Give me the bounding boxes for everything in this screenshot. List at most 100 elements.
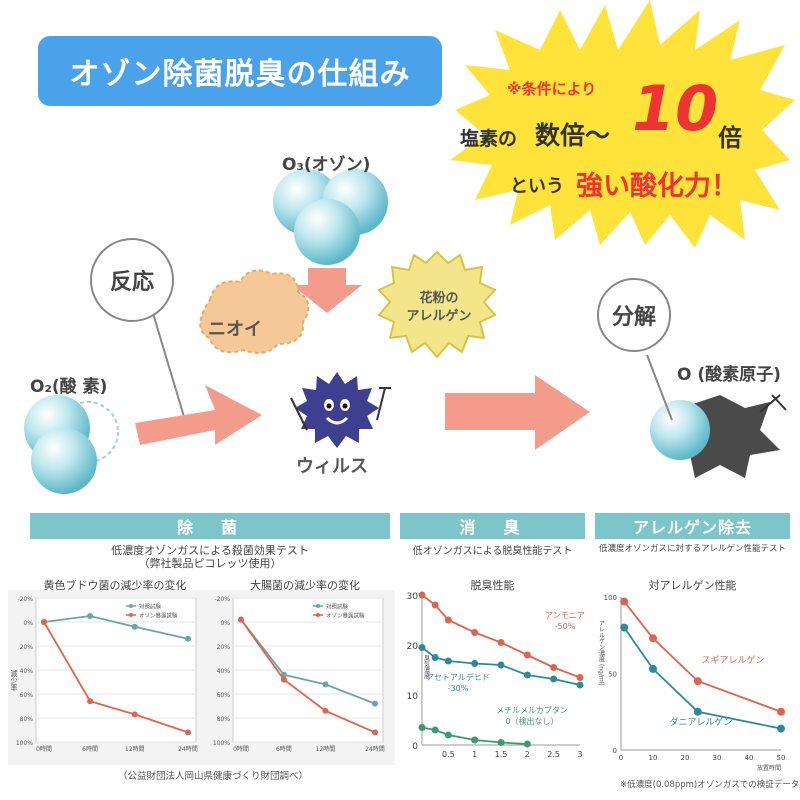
burst-line1a: 塩素の: [460, 128, 518, 150]
legend-marker: [316, 613, 320, 617]
y-axis-label: アレルゲン濃度 (ng/ml): [598, 620, 605, 686]
sterilize-header: 除 菌: [30, 513, 390, 539]
series-line: [623, 627, 782, 730]
chart2-title: 大腸菌の減少率の変化: [250, 579, 360, 592]
legend-marker: [316, 604, 320, 608]
y-tick-label: 50: [608, 671, 617, 679]
legend-label: オゾン暴露試験: [326, 612, 365, 620]
x-tick-label: 10: [649, 754, 658, 762]
data-point: [418, 644, 426, 651]
burst-shape: [450, 0, 795, 248]
data-point: [131, 711, 138, 718]
y-tick-label: -20%: [214, 596, 230, 603]
data-point: [431, 726, 439, 734]
y-tick-label: 30: [407, 592, 419, 602]
data-point: [185, 729, 191, 736]
burst-line1c: 倍: [718, 124, 742, 152]
series-label: アンモニア: [545, 611, 585, 620]
data-point: [471, 736, 479, 744]
x-tick-label: 0: [619, 754, 623, 762]
data-point: [497, 739, 505, 746]
down-arrow: [292, 268, 362, 313]
legend-marker: [129, 613, 133, 617]
series-note: 0（検出なし）: [505, 716, 558, 726]
series-line: [240, 619, 376, 705]
page-title: オゾン除菌脱臭の仕組み: [38, 36, 442, 106]
x-axis-label: 放置時間: [757, 764, 781, 772]
right-arrow-1: [135, 385, 262, 445]
data-point: [131, 623, 138, 630]
x-tick-label: 6時間: [82, 745, 98, 753]
virus-label: ウィルス: [296, 456, 368, 477]
y-tick-label: 60%: [20, 692, 34, 699]
odor-label: ニオイ: [208, 319, 262, 340]
allergen-header: アレルゲン除去: [595, 513, 790, 539]
data-point: [418, 591, 426, 599]
data-point: [777, 707, 785, 716]
x-tick-label: 20: [681, 754, 690, 762]
x-tick-label: 3: [577, 750, 582, 759]
y-tick-label: 20%: [217, 644, 231, 651]
virus-graphic: [290, 372, 391, 448]
data-point: [777, 724, 785, 733]
y-tick-label: -20%: [17, 596, 33, 603]
data-point: [444, 731, 452, 739]
burst-number: 10: [632, 72, 719, 145]
data-point: [444, 657, 452, 665]
data-point: [471, 660, 479, 667]
x-tick-label: 12時間: [316, 745, 336, 753]
legend-label: オゾン暴露試験: [139, 612, 178, 620]
chart1-title: 黄色ブドウ菌の減少率の変化: [43, 579, 187, 592]
chart3-title: 脱臭性能: [470, 579, 515, 592]
claim-burst: ※条件により 塩素の 数倍〜 10 倍 という 強い酸化力！: [440, 0, 800, 250]
pollen-blob: [377, 250, 497, 359]
data-point: [87, 698, 94, 705]
x-tick-label: 1.5: [495, 750, 508, 759]
y-axis-label: 臭気濃度: [423, 654, 430, 680]
y-tick-label: 10: [407, 692, 419, 702]
series-label: ダニアレルゲン: [669, 716, 732, 728]
ozone-label: O₃(オゾン): [282, 155, 371, 175]
data-point: [444, 616, 452, 624]
data-point: [550, 675, 558, 683]
y-tick-label: 80%: [217, 716, 231, 723]
x-tick-label: 0時間: [36, 745, 52, 753]
chart-deodor: 0 10 20 30 0.5 1 1.5 2 2.5 3 臭気濃度 アンモニア -50% アセトアルデヒド…: [407, 591, 585, 759]
data-point: [431, 601, 439, 609]
odor-cloud: [199, 269, 310, 354]
data-point: [322, 707, 329, 714]
data-point: [620, 597, 629, 606]
burst-line2b: 強い酸化力！: [576, 171, 738, 202]
atom-label: O (酸素原子): [677, 365, 781, 385]
data-point: [372, 700, 378, 707]
burst-line1b: 数倍〜: [535, 121, 611, 150]
data-point: [280, 676, 287, 683]
sterilize-subtitle: 低濃度オゾンガスによる殺菌効果テスト: [111, 544, 309, 557]
data-point: [431, 654, 439, 661]
x-tick-label: 6時間: [276, 745, 292, 753]
data-point: [550, 664, 558, 671]
y-tick-label: 40%: [217, 668, 231, 675]
allergen-footnote: ※低濃度(0.08ppm)オゾンガスでの検証データ: [620, 780, 800, 790]
x-tick-label: 12時間: [125, 745, 145, 753]
legend-marker: [129, 604, 133, 608]
x-tick-label: 24時間: [365, 745, 385, 753]
data-point: [497, 661, 505, 669]
x-tick-label: 2.5: [547, 750, 560, 759]
x-tick-label: 30: [713, 754, 722, 762]
y-tick-label: 100%: [213, 740, 230, 747]
burst-note: ※条件により: [507, 80, 597, 98]
sterilize-source: （公益財団法人岡山県健康づくり財団調べ）: [118, 771, 309, 782]
data-point: [497, 639, 505, 646]
chart-staph: -20% 0% 20% 40% 60% 80% 100%0時間 6時間 12時間 24時間 減少率 対…: [8, 590, 208, 765]
legend-label: 対照試験: [326, 603, 349, 611]
pollen-label-line1: 花粉の: [419, 291, 459, 306]
data-point: [322, 681, 329, 688]
data-point: [523, 651, 531, 659]
data-point: [523, 671, 531, 679]
series-line: [623, 601, 782, 713]
y-tick-label: 0%: [220, 620, 230, 627]
pollen-label-line2: アレルゲン: [406, 309, 472, 324]
data-point: [238, 616, 244, 623]
sterilize-subtitle2: （弊社製品ピコレッツ使用）: [138, 557, 282, 570]
